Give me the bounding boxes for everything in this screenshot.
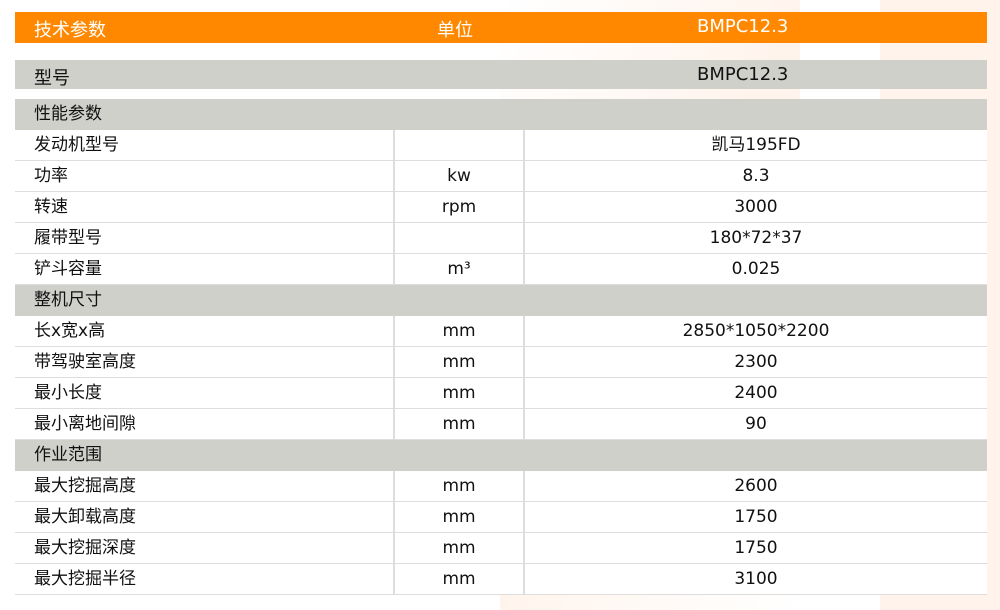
model-row: 型号 BMPC12.3 <box>15 60 987 89</box>
param-value: 1750 <box>734 538 778 558</box>
section-header: 作业范围 <box>15 440 987 471</box>
table-row: 履带型号 180*72*37 <box>15 223 987 254</box>
param-unit <box>395 130 525 160</box>
section-header: 整机尺寸 <box>15 285 987 316</box>
param-unit: mm <box>395 502 525 532</box>
param-value: 90 <box>745 414 767 434</box>
param-value: 2850*1050*2200 <box>682 321 830 341</box>
param-unit: mm <box>395 471 525 501</box>
table-row: 最大挖掘深度 mm 1750 <box>15 533 987 564</box>
table-row: 发动机型号 凯马195FD <box>15 130 987 161</box>
param-name: 长x宽x高 <box>15 316 395 346</box>
param-unit: mm <box>395 347 525 377</box>
table-row: 铲斗容量 m³ 0.025 <box>15 254 987 285</box>
param-name: 发动机型号 <box>15 130 395 160</box>
header-unit: 单位 <box>437 20 473 41</box>
param-value: 3000 <box>734 197 778 217</box>
param-value: 2400 <box>734 383 778 403</box>
header-model: BMPC12.3 <box>697 16 789 37</box>
param-unit: mm <box>395 316 525 346</box>
param-name: 最大挖掘深度 <box>15 533 395 563</box>
table-row: 长x宽x高 mm 2850*1050*2200 <box>15 316 987 347</box>
table-row: 最小离地间隙 mm 90 <box>15 409 987 440</box>
table-row: 最大挖掘高度 mm 2600 <box>15 471 987 502</box>
param-unit: rpm <box>395 192 525 222</box>
param-name: 最小长度 <box>15 378 395 408</box>
param-unit: m³ <box>395 254 525 284</box>
table-row: 转速 rpm 3000 <box>15 192 987 223</box>
param-name: 转速 <box>15 192 395 222</box>
section-header: 性能参数 <box>15 99 987 130</box>
section-title: 作业范围 <box>34 445 102 465</box>
section-title: 性能参数 <box>34 104 102 124</box>
param-unit <box>395 223 525 253</box>
section-title: 整机尺寸 <box>34 290 102 310</box>
param-value: 3100 <box>734 569 778 589</box>
model-label: 型号 <box>34 68 70 89</box>
table-header: 技术参数 单位 BMPC12.3 <box>15 12 987 43</box>
param-unit: mm <box>395 533 525 563</box>
header-param: 技术参数 <box>34 20 106 41</box>
param-name: 铲斗容量 <box>15 254 395 284</box>
param-value: 凯马195FD <box>711 135 801 155</box>
param-name: 带驾驶室高度 <box>15 347 395 377</box>
table-row: 带驾驶室高度 mm 2300 <box>15 347 987 378</box>
param-value: 2300 <box>734 352 778 372</box>
param-name: 最小离地间隙 <box>15 409 395 439</box>
table-row: 最大挖掘半径 mm 3100 <box>15 564 987 595</box>
param-name: 最大卸载高度 <box>15 502 395 532</box>
param-name: 最大挖掘半径 <box>15 564 395 594</box>
param-name: 最大挖掘高度 <box>15 471 395 501</box>
param-value: 180*72*37 <box>709 228 803 248</box>
param-unit: mm <box>395 378 525 408</box>
param-value: 2600 <box>734 476 778 496</box>
param-unit: kw <box>395 161 525 191</box>
spec-table: 性能参数发动机型号 凯马195FD 功率 kw 8.3 转速 rpm 3000 履带型号 180*… <box>15 99 987 595</box>
param-value: 8.3 <box>742 166 770 186</box>
param-value: 0.025 <box>731 259 781 279</box>
table-row: 功率 kw 8.3 <box>15 161 987 192</box>
param-unit: mm <box>395 409 525 439</box>
param-unit: mm <box>395 564 525 594</box>
param-name: 功率 <box>15 161 395 191</box>
table-row: 最大卸载高度 mm 1750 <box>15 502 987 533</box>
param-value: 1750 <box>734 507 778 527</box>
model-value: BMPC12.3 <box>697 64 789 85</box>
param-name: 履带型号 <box>15 223 395 253</box>
table-row: 最小长度 mm 2400 <box>15 378 987 409</box>
